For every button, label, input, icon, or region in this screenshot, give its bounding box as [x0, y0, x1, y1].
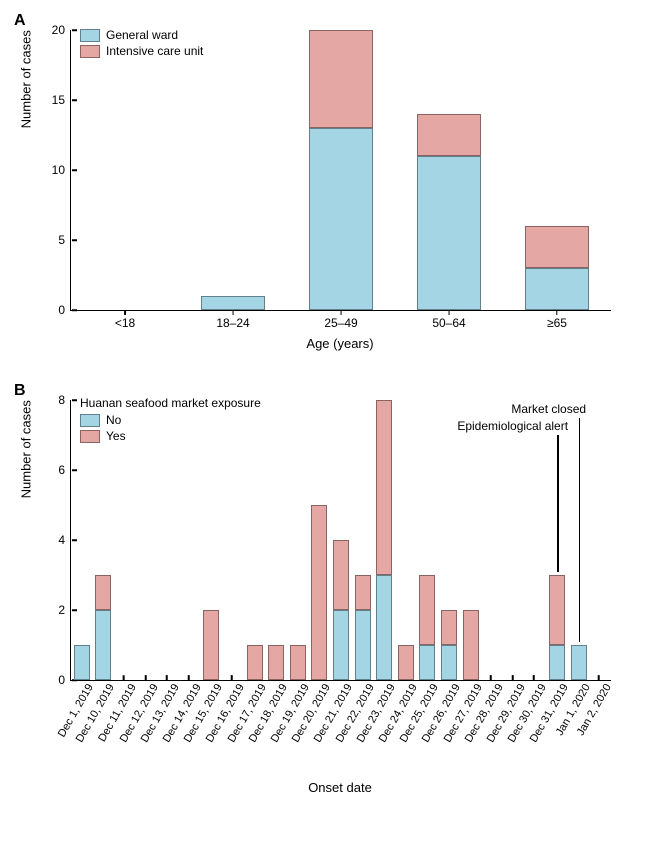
bar-group — [441, 610, 457, 680]
bar-group — [247, 645, 263, 680]
bar-group — [290, 645, 306, 680]
panel-b-chart-area: Number of cases 02468Dec 1, 2019Dec 10, … — [70, 400, 611, 681]
bar-segment — [355, 575, 371, 610]
bar-segment — [309, 128, 374, 310]
panel-a-xlabel: Age (years) — [306, 336, 373, 351]
bar-segment — [525, 268, 590, 310]
bar-segment — [247, 645, 263, 680]
bar-group — [309, 30, 374, 310]
bar-group — [549, 575, 565, 680]
y-tick: 4 — [58, 533, 71, 547]
panel-a-chart-area: Number of cases 05101520<1818–2425–4950–… — [70, 30, 611, 311]
bar-segment — [441, 645, 457, 680]
y-tick: 2 — [58, 603, 71, 617]
y-tick: 15 — [52, 93, 71, 107]
bar-segment — [419, 575, 435, 645]
bar-group — [203, 610, 219, 680]
panel-a: A General wardIntensive care unit Number… — [10, 10, 636, 370]
bar-segment — [333, 610, 349, 680]
bar-group — [333, 540, 349, 680]
y-tick: 20 — [52, 23, 71, 37]
annotation-label: Epidemiological alert — [457, 419, 568, 433]
bar-segment — [309, 30, 374, 128]
bar-group — [376, 400, 392, 680]
bar-group — [525, 226, 590, 310]
bar-group — [398, 645, 414, 680]
bar-segment — [95, 610, 111, 680]
bar-group — [74, 645, 90, 680]
bar-group — [201, 296, 266, 310]
bar-segment — [333, 540, 349, 610]
bar-group — [311, 505, 327, 680]
bar-segment — [398, 645, 414, 680]
x-tick: <18 — [115, 310, 135, 330]
bar-segment — [419, 645, 435, 680]
x-tick: 50–64 — [432, 310, 465, 330]
bar-group — [95, 575, 111, 680]
y-tick: 5 — [58, 233, 71, 247]
x-tick: 18–24 — [216, 310, 249, 330]
y-tick: 10 — [52, 163, 71, 177]
panel-b-label: B — [14, 382, 26, 400]
panel-b: B Huanan seafood market exposure NoYes N… — [10, 380, 636, 840]
bar-group — [417, 114, 482, 310]
bar-segment — [376, 575, 392, 680]
x-tick: ≥65 — [547, 310, 567, 330]
panel-b-ylabel: Number of cases — [19, 400, 34, 498]
bar-segment — [376, 400, 392, 575]
panel-b-xlabel: Onset date — [308, 780, 372, 795]
bar-segment — [441, 610, 457, 645]
bar-segment — [268, 645, 284, 680]
bar-segment — [417, 156, 482, 310]
bar-segment — [417, 114, 482, 156]
bar-segment — [203, 610, 219, 680]
y-tick: 8 — [58, 393, 71, 407]
bar-segment — [74, 645, 90, 680]
y-tick: 0 — [58, 303, 71, 317]
bar-group — [268, 645, 284, 680]
annotation-label: Market closed — [511, 402, 586, 416]
bar-group — [463, 610, 479, 680]
panel-a-ylabel: Number of cases — [19, 30, 34, 128]
x-tick: 25–49 — [324, 310, 357, 330]
bar-segment — [525, 226, 590, 268]
bar-segment — [549, 645, 565, 680]
bar-segment — [463, 610, 479, 680]
y-tick: 0 — [58, 673, 71, 687]
bar-segment — [571, 645, 587, 680]
bar-segment — [311, 505, 327, 680]
bar-group — [571, 645, 587, 680]
bar-group — [355, 575, 371, 680]
bar-segment — [549, 575, 565, 645]
bar-segment — [201, 296, 266, 310]
bar-segment — [355, 610, 371, 680]
bar-group — [419, 575, 435, 680]
panel-a-label: A — [14, 12, 26, 30]
annotation-line — [557, 435, 559, 572]
bar-segment — [95, 575, 111, 610]
y-tick: 6 — [58, 463, 71, 477]
bar-segment — [290, 645, 306, 680]
annotation-line — [579, 418, 581, 642]
